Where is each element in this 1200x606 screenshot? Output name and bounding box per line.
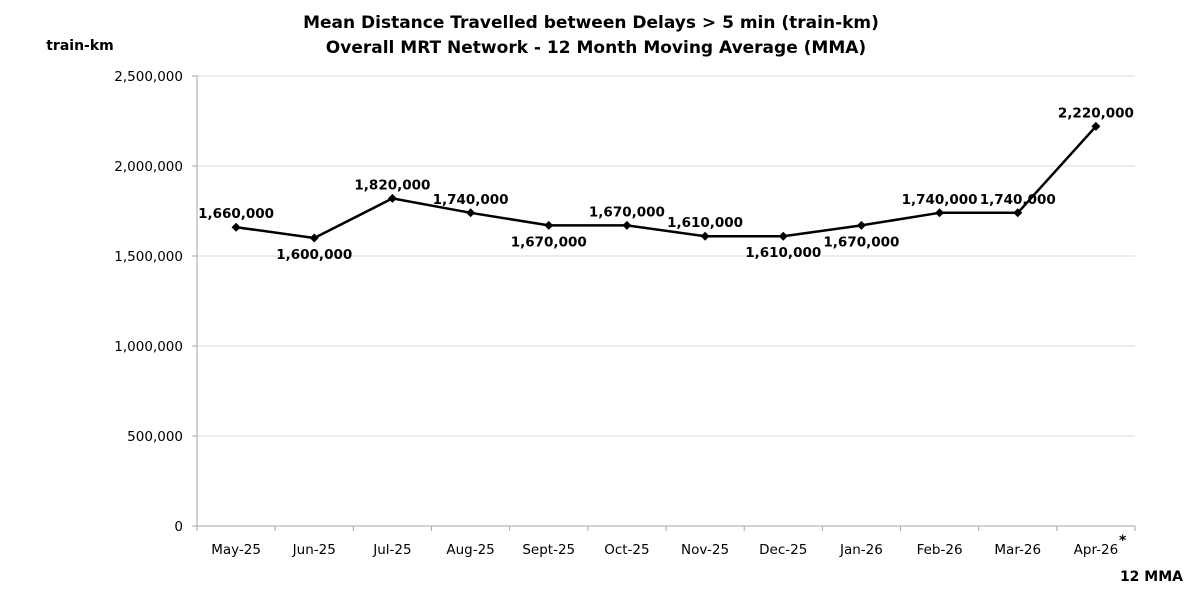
x-tick-label: May-25 (211, 542, 261, 558)
data-label: 1,740,000 (433, 192, 509, 208)
data-label: 1,670,000 (511, 234, 587, 250)
data-label: 1,610,000 (745, 245, 821, 261)
chart-title-line-1: Mean Distance Travelled between Delays >… (303, 13, 879, 33)
x-tick-label: Feb-26 (917, 542, 963, 558)
x-tick-label: Jul-25 (372, 542, 411, 558)
data-point-marker (935, 208, 945, 218)
x-tick-label: Oct-25 (604, 542, 649, 558)
x-axis-caption: 12 MMA (1120, 569, 1183, 585)
axes: 0 500,000 1,000,000 1,500,000 2,000,000 2,500… (114, 69, 1136, 558)
data-point-marker (309, 233, 319, 243)
x-tick-label: Dec-25 (759, 542, 807, 558)
x-tick-label: Aug-25 (446, 542, 494, 558)
data-label: 2,220,000 (1058, 105, 1134, 121)
y-tick-label: 2,500,000 (114, 69, 183, 85)
y-tick-label: 0 (174, 519, 183, 535)
data-label: 1,610,000 (667, 215, 743, 231)
x-tick-label: Nov-25 (681, 542, 729, 558)
data-label: 1,660,000 (198, 206, 274, 222)
y-tick-label: 500,000 (127, 429, 183, 445)
x-tick-label: Mar-26 (994, 542, 1041, 558)
data-point-marker (778, 231, 788, 241)
data-point-marker (700, 231, 710, 241)
footnote-marker: * (1119, 533, 1127, 549)
y-axis-unit-label: train-km (46, 38, 114, 54)
data-label: 1,670,000 (589, 204, 665, 220)
data-point-marker (622, 220, 632, 230)
chart-title-line-2: Overall MRT Network - 12 Month Moving Av… (326, 38, 866, 58)
data-label: 1,600,000 (276, 247, 352, 263)
data-point-marker (1091, 121, 1101, 131)
x-tick-label: Sept-25 (522, 542, 575, 558)
y-tick-label: 1,000,000 (114, 339, 183, 355)
data-point-marker (856, 220, 866, 230)
data-label: 1,820,000 (354, 177, 430, 193)
series-group: 1,660,0001,600,0001,820,0001,740,0001,67… (198, 105, 1134, 263)
x-tick-label: Apr-26 (1074, 542, 1119, 558)
series-line (235, 125, 1097, 240)
gridlines (197, 75, 1135, 437)
data-label: 1,670,000 (823, 234, 899, 250)
data-label: 1,740,000 (980, 192, 1056, 208)
x-tick-label: Jun-25 (292, 542, 336, 558)
x-tick-label: Jan-26 (839, 542, 883, 558)
data-point-marker (466, 208, 476, 218)
data-point-marker (231, 222, 241, 232)
data-point-marker (544, 220, 554, 230)
data-point-marker (387, 193, 397, 203)
data-label: 1,740,000 (902, 192, 978, 208)
y-tick-label: 1,500,000 (114, 249, 183, 265)
y-tick-label: 2,000,000 (114, 159, 183, 175)
data-point-marker (1013, 208, 1023, 218)
